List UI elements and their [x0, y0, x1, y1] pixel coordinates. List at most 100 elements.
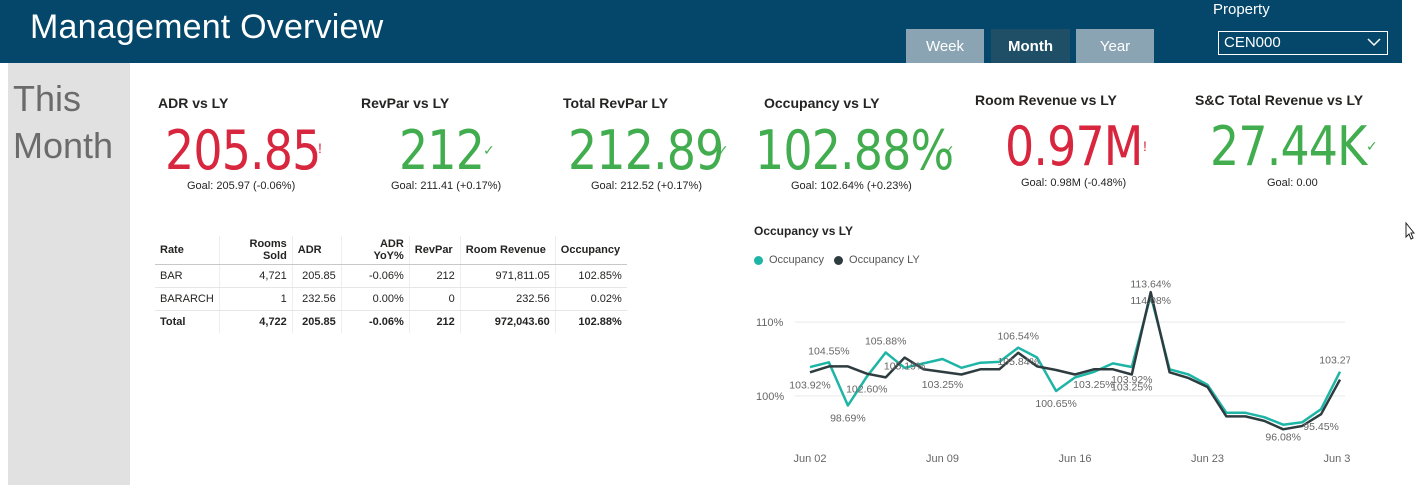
data-label: 98.69%: [830, 413, 866, 425]
data-label: 103.25%: [1073, 379, 1114, 391]
x-tick-label: Jun 02: [793, 453, 826, 465]
table-cell: Total: [155, 310, 220, 333]
table-cell: 212: [408, 310, 461, 333]
data-label: 103.92%: [789, 379, 830, 391]
period-caption: This Month: [13, 75, 113, 169]
kpi-value: 205.85: [165, 119, 321, 182]
x-tick-label: Jun 09: [926, 453, 959, 465]
page-title: Management Overview: [30, 8, 384, 46]
table-cell: 205.85: [291, 310, 342, 333]
checkmark-icon: ✓: [943, 142, 955, 158]
kpi-goal: Goal: 102.64% (+0.23%): [791, 180, 912, 192]
table-cell: 102.85%: [554, 264, 627, 288]
period-side-panel: This Month: [8, 63, 130, 485]
column-header[interactable]: ADR YoY%: [340, 236, 410, 265]
table-total-row: Total 4,722 205.85 -0.06% 212 972,043.60…: [155, 310, 627, 333]
table-row[interactable]: BAR 4,721 205.85 -0.06% 212 971,811.05 1…: [155, 264, 627, 288]
data-label: 95.45%: [1303, 421, 1339, 433]
data-label: 114.08%: [1130, 295, 1171, 307]
table-cell: BARARCH: [155, 287, 220, 311]
kpi-title: Room Revenue vs LY: [975, 92, 1117, 108]
table-cell: 102.88%: [554, 310, 627, 333]
legend-dot-occupancy-ly-icon: [834, 255, 844, 265]
table-cell: 205.85: [291, 264, 342, 288]
chart-legend: Occupancy Occupancy LY: [754, 254, 920, 266]
table-cell: 972,043.60: [459, 310, 556, 333]
table-cell: BAR: [155, 264, 220, 288]
table-cell: 1: [218, 287, 293, 311]
table-header-row: Rate Rooms Sold ADR ADR YoY% RevPar Room…: [155, 236, 627, 265]
table-cell: 232.56: [291, 287, 342, 311]
data-label: 105.88%: [865, 336, 906, 348]
kpi-goal: Goal: 212.52 (+0.17%): [591, 180, 702, 192]
chevron-down-icon: [1367, 38, 1381, 47]
chart-title: Occupancy vs LY: [754, 224, 853, 238]
legend-dot-occupancy-icon: [754, 255, 763, 265]
data-label: 103.25%: [1111, 382, 1152, 394]
kpi-value: 102.88%: [755, 119, 954, 182]
kpi-goal: Goal: 205.97 (-0.06%): [187, 180, 296, 192]
table-cell: 212: [408, 264, 461, 288]
table-cell: 0.00%: [340, 287, 410, 311]
table-cell: 971,811.05: [459, 264, 556, 288]
kpi-title: RevPar vs LY: [361, 95, 450, 111]
warning-icon: !: [1143, 138, 1147, 154]
column-header[interactable]: Occupancy: [554, 236, 627, 265]
checkmark-icon: ✓: [1366, 138, 1378, 154]
data-label: 100.65%: [1035, 398, 1076, 410]
data-label: 106.54%: [997, 331, 1038, 343]
data-label: 103.27%: [1319, 355, 1350, 367]
property-label: Property: [1213, 1, 1270, 18]
kpi-value: 212.89: [568, 119, 724, 182]
table-cell: 4,722: [218, 310, 293, 333]
kpi-title: ADR vs LY: [158, 95, 229, 111]
table-cell: 232.56: [459, 287, 556, 311]
y-tick-label: 100%: [756, 391, 784, 403]
warning-icon: !: [318, 140, 322, 156]
kpi-goal: Goal: 211.41 (+0.17%): [391, 180, 502, 192]
legend-label[interactable]: Occupancy: [769, 254, 825, 266]
data-label: 113.64%: [1130, 278, 1171, 290]
column-header[interactable]: Rate: [155, 236, 220, 265]
app-header: Management Overview Week Month Year Prop…: [0, 0, 1402, 63]
table-cell: -0.06%: [340, 310, 410, 333]
data-label: 103.92%: [1111, 374, 1152, 386]
checkmark-icon: ✓: [717, 142, 729, 158]
legend-label[interactable]: Occupancy LY: [849, 254, 920, 266]
column-header[interactable]: ADR: [291, 236, 342, 265]
checkmark-icon: ✓: [483, 142, 495, 158]
data-label: 96.08%: [1265, 432, 1301, 444]
column-header[interactable]: RevPar: [408, 236, 461, 265]
period-caption-line2: Month: [13, 125, 114, 166]
kpi-goal: Goal: 0.00: [1267, 177, 1318, 189]
column-header[interactable]: Room Revenue: [459, 236, 556, 265]
kpi-title: S&C Total Revenue vs LY: [1195, 92, 1364, 108]
data-label: 105.84%: [997, 356, 1038, 368]
period-week-button[interactable]: Week: [906, 29, 984, 63]
kpi-title: Occupancy vs LY: [764, 95, 880, 111]
period-month-button[interactable]: Month: [991, 29, 1070, 63]
table-cell: 4,721: [218, 264, 293, 288]
period-caption-line1: This: [13, 78, 82, 119]
x-tick-label: Jun 30: [1323, 453, 1350, 465]
x-tick-label: Jun 23: [1191, 453, 1224, 465]
kpi-goal: Goal: 0.98M (-0.48%): [1021, 177, 1127, 189]
kpi-value: 27.44K: [1210, 115, 1367, 178]
table-row[interactable]: BARARCH 1 232.56 0.00% 0 232.56 0.02%: [155, 287, 627, 311]
data-label: 102.60%: [846, 384, 887, 396]
occupancy-line-chart[interactable]: 110% 100% Jun 02 Jun 09 Jun 16 Jun 23 Jun 30 10…: [740, 270, 1350, 470]
mouse-cursor-icon: [1405, 222, 1415, 240]
table-cell: 0: [408, 287, 461, 311]
rate-table: Rate Rooms Sold ADR ADR YoY% RevPar Room…: [155, 236, 627, 333]
data-label: 103.25%: [922, 379, 963, 391]
y-tick-label: 110%: [756, 317, 784, 329]
property-dropdown[interactable]: CEN000: [1218, 31, 1388, 55]
series-line-occupancy-ly[interactable]: [809, 290, 1342, 431]
property-dropdown-value: CEN000: [1224, 34, 1281, 51]
kpi-value: 0.97M: [1005, 115, 1143, 178]
period-year-button[interactable]: Year: [1076, 29, 1154, 63]
kpi-value: 212: [399, 119, 485, 182]
data-label: 105.19%: [884, 361, 925, 373]
data-label: 104.55%: [808, 345, 849, 357]
column-header[interactable]: Rooms Sold: [218, 236, 293, 265]
